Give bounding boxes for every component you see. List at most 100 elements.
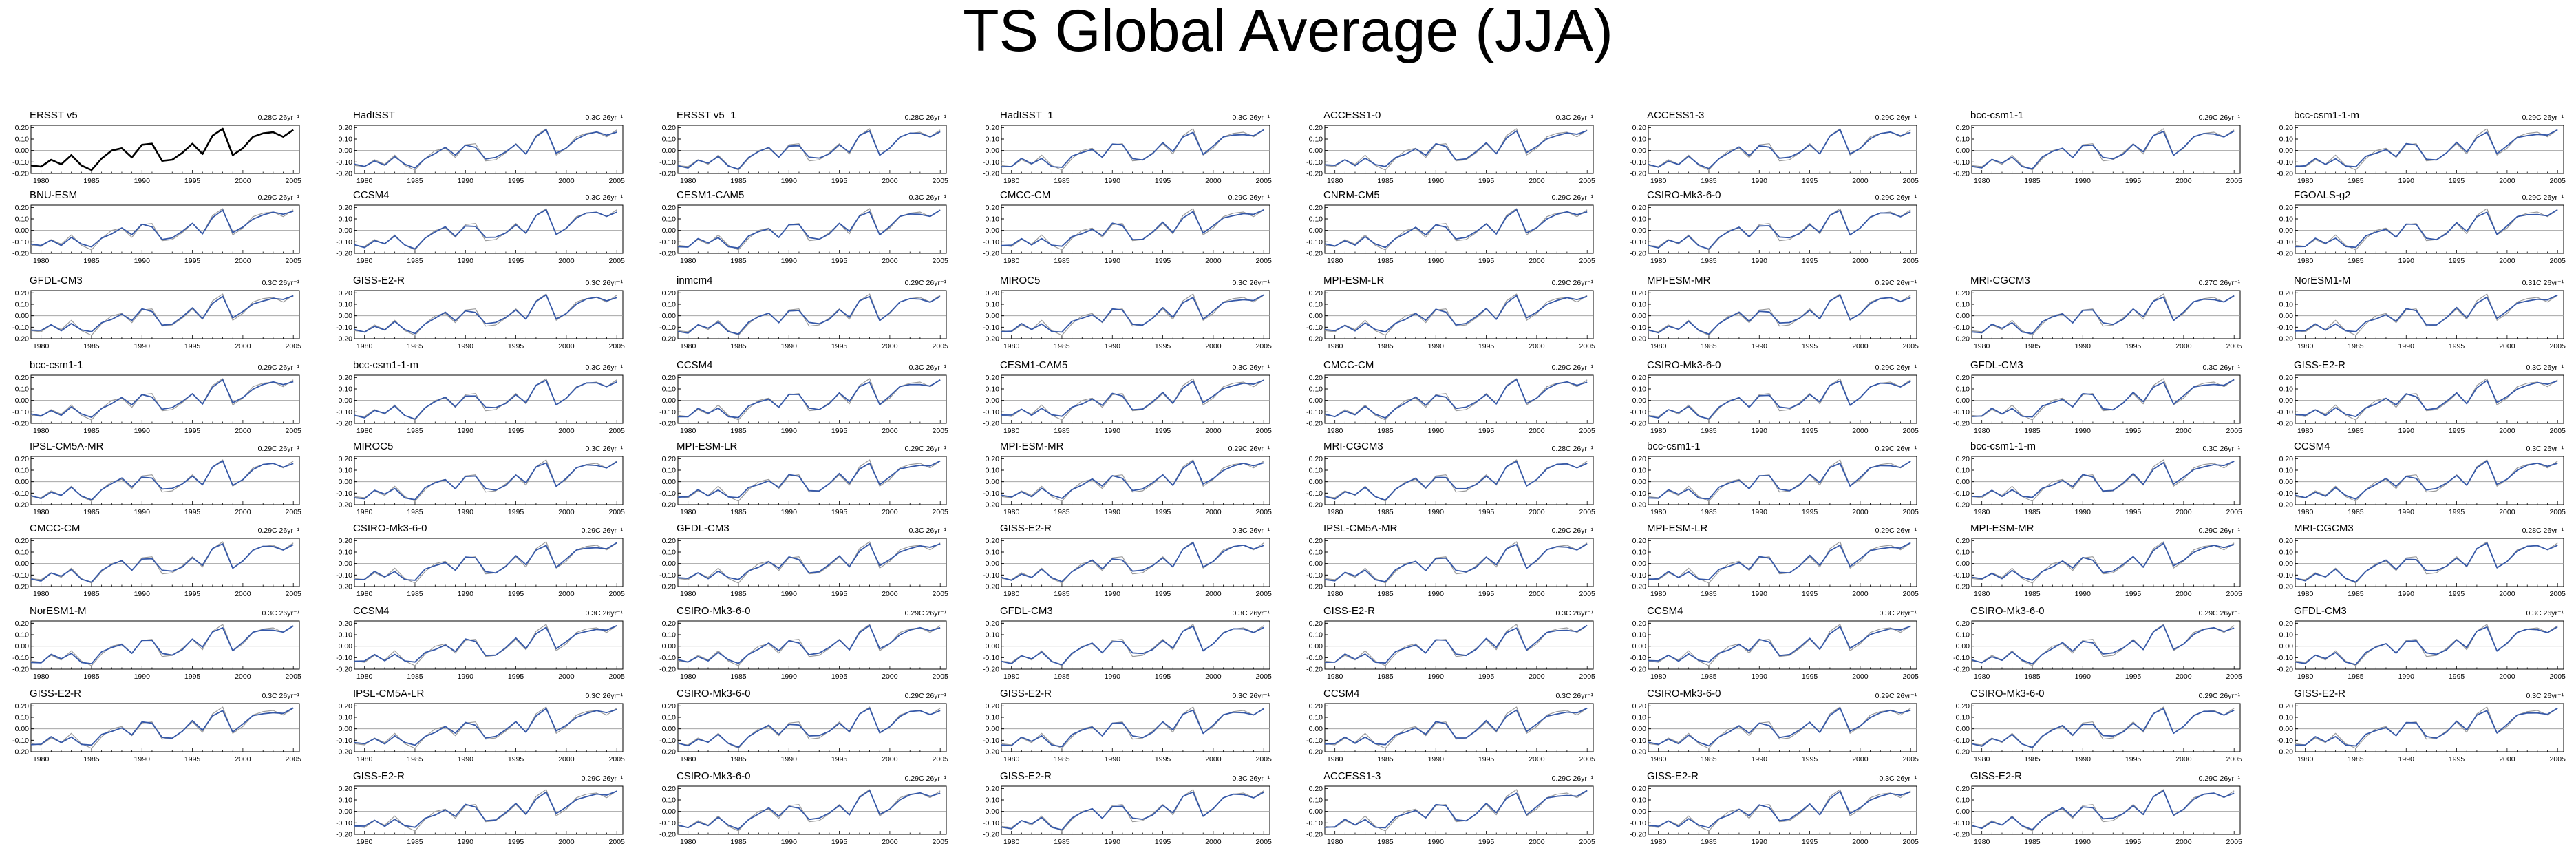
y-tick-label: 0.10 [1632,714,1647,722]
x-tick-label: 2000 [882,508,898,516]
series-line-reference [1971,293,2235,336]
y-tick-label: -0.10 [1630,819,1646,827]
y-tick-label: 0.10 [986,549,1000,557]
series-line-model [30,543,294,583]
chart-panel: bcc-csm1-1 0.29C 26yr⁻¹ 0.20 0.10 0.00 -0.10 -… [12,359,301,435]
x-tick-label: 1990 [2075,177,2091,185]
panel-title: MPI-ESM-MR [1000,441,1064,452]
panel-trend-label: 0.3C 26yr⁻¹ [1232,774,1270,783]
panel-title: MPI-ESM-LR [1647,522,1708,534]
x-tick-label: 2005 [2226,427,2243,435]
series-line-model [1971,130,2235,170]
x-tick-label: 2005 [2550,427,2566,435]
x-tick-label: 2000 [2499,177,2515,185]
y-tick-label: -0.20 [1306,666,1323,674]
panel-frame [2295,125,2564,174]
y-tick-label: -0.10 [336,158,352,167]
y-tick-label: 0.00 [1309,642,1323,651]
series-line-model [1648,294,1911,335]
x-tick-label: 1995 [831,508,848,516]
x-tick-label: 1980 [33,427,50,435]
chart-panel: CSIRO-Mk3-6-0 0.29C 26yr⁻¹ 0.20 0.10 0.00 -0.… [1953,605,2242,681]
y-tick-label: 0.00 [2279,226,2294,235]
x-tick-label: 1980 [680,673,696,681]
x-tick-label: 1985 [2348,590,2364,598]
y-tick-label: -0.10 [1630,408,1646,416]
y-tick-label: 0.00 [15,312,30,320]
x-tick-label: 1990 [781,838,798,846]
panel-title: CSIRO-Mk3-6-0 [1647,359,1721,371]
y-tick-label: 0.00 [662,807,677,816]
y-tick-label: 0.20 [1309,455,1323,463]
chart-panel: GFDL-CM3 0.3C 26yr⁻¹ 0.20 0.10 0.00 -0.10 -0.2… [12,275,301,350]
panel-frame [2295,703,2564,752]
x-tick-label: 1995 [184,590,201,598]
x-tick-label: 1990 [781,673,798,681]
x-tick-label: 1995 [184,257,201,265]
x-tick-label: 2005 [1903,177,1919,185]
y-tick-label: 0.20 [2279,289,2294,297]
x-tick-label: 2000 [2175,838,2192,846]
x-tick-label: 1985 [2024,427,2041,435]
panel-trend-label: 0.3C 26yr⁻¹ [1232,363,1270,372]
panel-frame [677,204,947,254]
x-tick-label: 1990 [1105,673,1121,681]
panel-trend-label: 0.29C 26yr⁻¹ [905,692,947,700]
series-line-model [30,625,294,665]
y-tick-label: 0.00 [1956,312,1970,320]
y-tick-label: 0.00 [339,226,353,235]
x-tick-label: 1980 [1650,427,1667,435]
series-line-model [354,790,617,828]
panel-title: MRI-CGCM3 [2294,522,2354,534]
y-tick-label: -0.10 [659,324,676,332]
panel-title: NorESM1-M [30,605,87,617]
x-tick-label: 1995 [1155,342,1171,350]
x-tick-label: 1995 [2125,177,2142,185]
chart-panel: ERSST v5 0.28C 26yr⁻¹ 0.20 0.10 0.00 -0.10 -0.… [12,109,301,185]
x-tick-label: 2005 [1579,590,1596,598]
y-tick-label: -0.10 [336,737,352,745]
panel-trend-label: 0.29C 26yr⁻¹ [258,527,300,535]
panel-title: MPI-ESM-MR [1970,522,2034,534]
x-tick-label: 1980 [1650,673,1667,681]
series-line-reference [1971,706,2235,749]
x-tick-label: 2000 [882,177,898,185]
x-tick-label: 1995 [831,427,848,435]
y-tick-label: -0.20 [336,831,352,839]
x-tick-label: 1980 [1003,257,1020,265]
y-tick-label: -0.10 [983,654,999,662]
panel-trend-label: 0.3C 26yr⁻¹ [585,609,623,618]
series-line-model [1001,461,1264,499]
y-tick-label: -0.20 [659,250,676,258]
series-line-model [2295,129,2558,168]
y-tick-label: -0.10 [659,408,676,416]
x-tick-label: 1985 [1377,755,1394,763]
x-tick-label: 1990 [1752,508,1768,516]
y-tick-label: 0.00 [662,147,677,155]
y-tick-label: 0.20 [1956,289,1970,297]
panel-frame [1001,538,1270,587]
x-tick-label: 1980 [356,755,373,763]
panel-title: FGOALS-g2 [2294,189,2351,201]
series-line-reference [1001,706,1264,749]
y-tick-label: 0.20 [662,537,677,545]
x-tick-label: 2000 [882,755,898,763]
panel-title: CSIRO-Mk3-6-0 [1970,688,2045,699]
panel-trend-label: 0.29C 26yr⁻¹ [1552,193,1594,202]
chart-panel: GFDL-CM3 0.3C 26yr⁻¹ 0.20 0.10 0.00 -0.10 -0.2… [659,522,948,598]
panel-title: GISS-E2-R [1000,770,1052,782]
x-tick-label: 1990 [458,673,474,681]
panel-frame [1648,290,1917,339]
x-tick-label: 1980 [1650,508,1667,516]
panel-trend-label: 0.3C 26yr⁻¹ [1555,114,1593,122]
y-tick-label: 0.10 [1632,796,1647,805]
x-tick-label: 1990 [1752,427,1768,435]
y-tick-label: 0.00 [1632,560,1647,568]
y-tick-label: 0.00 [1956,725,1970,733]
x-tick-label: 2005 [286,673,302,681]
panel-title: MRI-CGCM3 [1970,275,2030,286]
x-tick-label: 1995 [2125,427,2142,435]
y-tick-label: 0.20 [1309,204,1323,212]
series-line-model [1324,543,1588,582]
panel-trend-label: 0.29C 26yr⁻¹ [258,363,300,372]
